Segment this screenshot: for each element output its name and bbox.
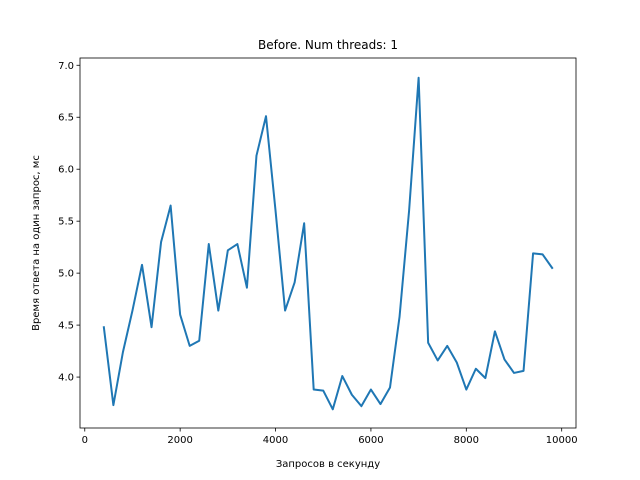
plot-area	[102, 76, 554, 411]
chart-title: Before. Num threads: 1	[258, 38, 398, 52]
x-tick-label: 0	[82, 435, 88, 446]
y-tick-label: 4.5	[58, 321, 74, 332]
series-line-1	[102, 76, 554, 411]
x-tick-label: 8000	[454, 435, 479, 446]
x-tick-label: 6000	[358, 435, 383, 446]
y-tick-label: 7.0	[58, 61, 74, 72]
y-tick-label: 4.0	[58, 373, 74, 384]
y-tick-label: 5.5	[58, 217, 74, 228]
axes-frame	[79, 57, 577, 429]
y-tick-label: 5.0	[58, 269, 74, 280]
y-axis-label: Время ответа на один запрос, мс	[31, 155, 42, 331]
x-axis-label: Запросов в секунду	[276, 459, 380, 470]
y-axis-ticks: 4.0 4.5 5.0 5.5 6.0 6.5 7.0	[58, 61, 80, 384]
x-tick-label: 10000	[546, 435, 578, 446]
x-tick-label: 4000	[263, 435, 288, 446]
x-axis-ticks: 0 2000 4000 6000 8000 10000	[82, 428, 578, 446]
x-tick-label: 2000	[167, 435, 192, 446]
y-tick-label: 6.5	[58, 113, 74, 124]
y-tick-label: 6.0	[58, 165, 74, 176]
